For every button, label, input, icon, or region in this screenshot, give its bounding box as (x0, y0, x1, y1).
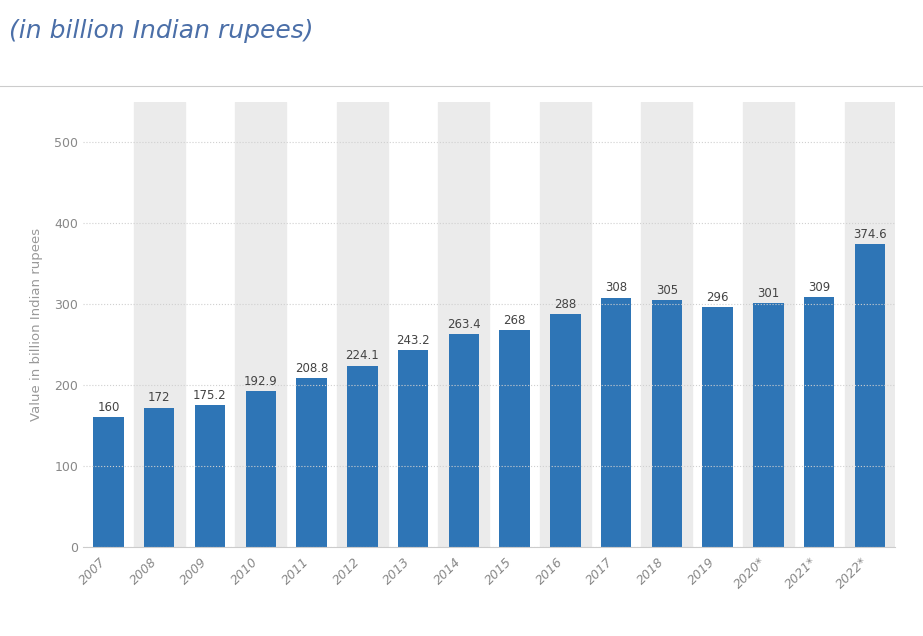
Text: 175.2: 175.2 (193, 389, 227, 402)
Bar (235, 102, 286, 547)
Text: 309: 309 (808, 280, 831, 294)
Bar (195, 405, 225, 547)
Bar (540, 102, 591, 547)
Bar (845, 102, 895, 547)
Bar (550, 314, 581, 547)
Bar (652, 300, 682, 547)
Bar (144, 408, 174, 547)
Bar (641, 102, 692, 547)
Bar (438, 102, 489, 547)
Text: 288: 288 (554, 298, 577, 310)
Text: 192.9: 192.9 (244, 375, 278, 387)
Text: 268: 268 (503, 314, 526, 327)
Bar (398, 350, 428, 547)
Text: 374.6: 374.6 (853, 228, 887, 240)
Text: (in billion Indian rupees): (in billion Indian rupees) (9, 19, 314, 43)
Bar (753, 303, 784, 547)
Bar (499, 330, 530, 547)
Bar (743, 102, 794, 547)
Bar (246, 391, 276, 547)
Bar (702, 307, 733, 547)
Text: 296: 296 (706, 291, 729, 304)
Text: 301: 301 (757, 287, 780, 300)
Bar (134, 102, 185, 547)
Bar (855, 244, 885, 547)
Bar (337, 102, 388, 547)
Text: 308: 308 (605, 281, 627, 294)
Text: 305: 305 (656, 284, 677, 297)
Bar (804, 297, 834, 547)
Text: 160: 160 (97, 401, 120, 414)
Text: 263.4: 263.4 (447, 317, 481, 331)
Bar (93, 417, 124, 547)
Bar (601, 298, 631, 547)
Text: 208.8: 208.8 (294, 362, 329, 375)
Text: 172: 172 (148, 392, 171, 404)
Y-axis label: Value in billion Indian rupees: Value in billion Indian rupees (30, 228, 43, 421)
Bar (449, 334, 479, 547)
Bar (347, 366, 378, 547)
Text: 243.2: 243.2 (396, 334, 430, 347)
Text: 224.1: 224.1 (345, 349, 379, 363)
Bar (296, 378, 327, 547)
